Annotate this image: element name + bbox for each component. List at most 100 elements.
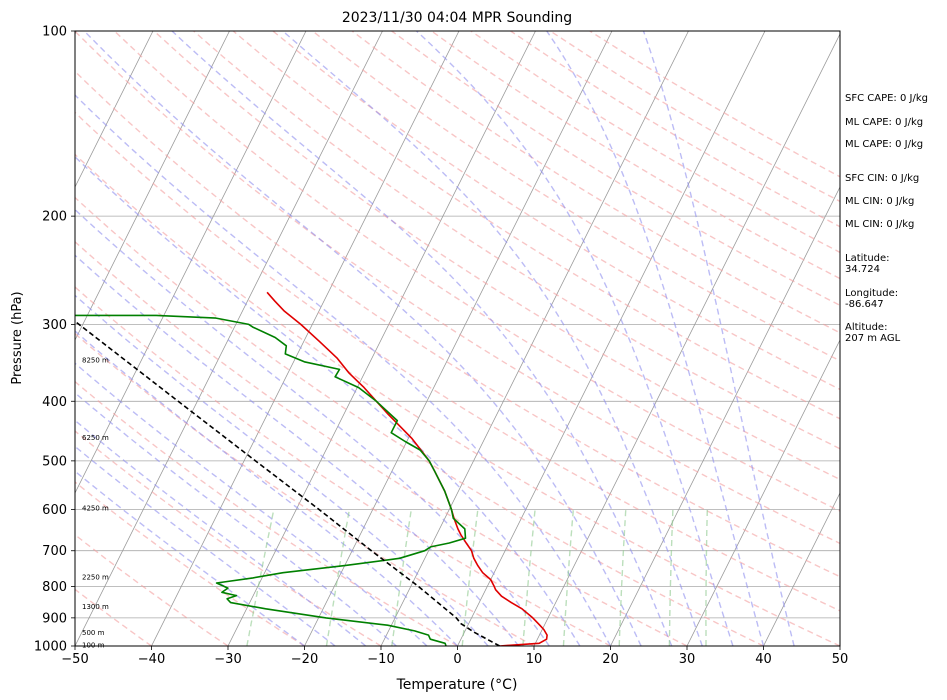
sfc-cin-label: SFC CIN: 0 J/kg	[845, 173, 920, 184]
moist-adiabat-line	[546, 31, 765, 646]
isotherm-line	[75, 31, 307, 494]
data-series	[75, 291, 548, 646]
ml-cape-label-2: ML CAPE: 0 J/kg	[845, 139, 924, 150]
x-tick-label: 20	[602, 652, 619, 667]
y-tick-label: 300	[42, 318, 67, 333]
height-labels: 100 m 500 m 1300 m 2250 m 4250 m 6250 m 8250 m	[82, 357, 109, 650]
mixing-ratio-line	[391, 509, 412, 646]
isotherm-line	[763, 492, 840, 646]
moist-adiabat-line	[171, 31, 673, 646]
latitude-label: Latitude: 34.724	[845, 253, 890, 275]
height-label: 6250 m	[82, 434, 109, 442]
dry-adiabat-line	[272, 31, 840, 391]
x-tick-label: −40	[138, 652, 165, 667]
chart-title: 2023/11/30 04:04 MPR Sounding	[342, 10, 572, 26]
altitude-label: Altitude: 207 m AGL	[845, 322, 901, 344]
moist-adiabat-line	[75, 419, 367, 646]
moist-adiabat-line	[416, 31, 734, 646]
isotherm-line	[380, 31, 689, 646]
moist-adiabat-line	[75, 208, 550, 646]
x-tick-label: −20	[291, 652, 318, 667]
dry-adiabat-line	[75, 588, 152, 646]
moist-adiabat-line	[75, 254, 520, 646]
x-tick-label: −10	[367, 652, 394, 667]
moist-adiabat-line	[75, 362, 428, 646]
mixing-ratio-line	[246, 509, 275, 646]
ml-cin-label-2: ML CIN: 0 J/kg	[845, 219, 915, 230]
y-tick-label: 700	[42, 544, 67, 559]
height-label: 500 m	[82, 629, 105, 637]
x-tick-label: −50	[61, 652, 88, 667]
height-label: 100 m	[82, 642, 105, 650]
moist-adiabat-line	[75, 470, 305, 646]
x-tick-label: 10	[526, 652, 543, 667]
y-tick-label: 100	[42, 25, 67, 40]
mixing-ratio-line	[522, 509, 536, 646]
moist-adiabat-line	[75, 445, 336, 646]
sfc-cape-label: SFC CAPE: 0 J/kg	[845, 93, 928, 104]
x-tick-label: 40	[755, 652, 772, 667]
height-label: 1300 m	[82, 603, 109, 611]
dry-adiabat-line	[75, 380, 458, 646]
x-axis: −50 −40 −30 −20 −10 0 10 20 30 40 50	[61, 646, 848, 667]
mixing-ratio-line	[618, 509, 627, 646]
mixing-ratio-line	[325, 509, 351, 646]
moist-adiabat-line	[75, 330, 458, 646]
moist-adiabat-line	[75, 155, 581, 646]
dry-adiabat-line	[75, 481, 305, 646]
isotherm-line	[304, 31, 613, 646]
temperature-line	[266, 291, 548, 646]
height-label: 2250 m	[82, 574, 109, 582]
y-tick-label: 900	[42, 611, 67, 626]
x-axis-label: Temperature (°C)	[396, 677, 518, 693]
mixing-ratio-line	[705, 509, 708, 646]
isotherm-line	[686, 339, 840, 646]
moist-adiabat-line	[75, 94, 612, 646]
y-tick-label: 1000	[34, 640, 67, 655]
dry-adiabat-line	[391, 31, 840, 307]
ml-cape-label: ML CAPE: 0 J/kg	[845, 117, 924, 128]
parcel-path-line	[75, 320, 500, 646]
y-tick-label: 200	[42, 210, 67, 225]
x-tick-label: 0	[453, 652, 461, 667]
moist-adiabat-line	[642, 31, 795, 646]
isotherm-line	[75, 31, 383, 646]
longitude-label: Longitude: -86.647	[845, 288, 899, 310]
moist-adiabat-line	[83, 31, 642, 646]
y-tick-label: 800	[42, 580, 67, 595]
height-label: 4250 m	[82, 505, 109, 513]
dry-adiabat-line	[75, 332, 535, 646]
mixing-ratio-line	[668, 509, 674, 646]
isotherm-line	[75, 31, 230, 341]
y-axis-label: Pressure (hPa)	[10, 291, 25, 384]
dry-adiabat-line	[75, 430, 382, 646]
y-axis: 100 200 300 400 500 600 700 800 900 1000	[34, 25, 75, 655]
background-lines	[75, 31, 840, 646]
y-tick-label: 600	[42, 503, 67, 518]
isotherm-line	[227, 31, 536, 646]
dry-adiabat-line	[75, 533, 229, 646]
dry-adiabat-line	[75, 111, 840, 612]
isotherm-line	[75, 31, 154, 188]
isotherm-line	[151, 31, 460, 646]
x-tick-label: −30	[214, 652, 241, 667]
dry-adiabat-line	[75, 153, 840, 646]
dry-adiabat-line	[153, 31, 840, 481]
isotherm-line	[533, 33, 840, 646]
x-tick-label: 30	[679, 652, 696, 667]
isotherm-line	[610, 186, 840, 646]
dry-adiabat-line	[113, 31, 840, 512]
ml-cin-label: ML CIN: 0 J/kg	[845, 196, 915, 207]
x-tick-label: 50	[832, 652, 849, 667]
dry-adiabat-line	[232, 31, 840, 420]
dewpoint-line	[75, 314, 467, 646]
dry-adiabat-line	[75, 196, 764, 646]
y-tick-label: 400	[42, 395, 67, 410]
height-label: 8250 m	[82, 357, 109, 365]
dry-adiabat-line	[75, 31, 840, 545]
dry-adiabat-line	[75, 240, 688, 646]
dry-adiabat-line	[75, 286, 611, 646]
y-tick-label: 500	[42, 454, 67, 469]
moist-adiabat-line	[282, 31, 703, 646]
